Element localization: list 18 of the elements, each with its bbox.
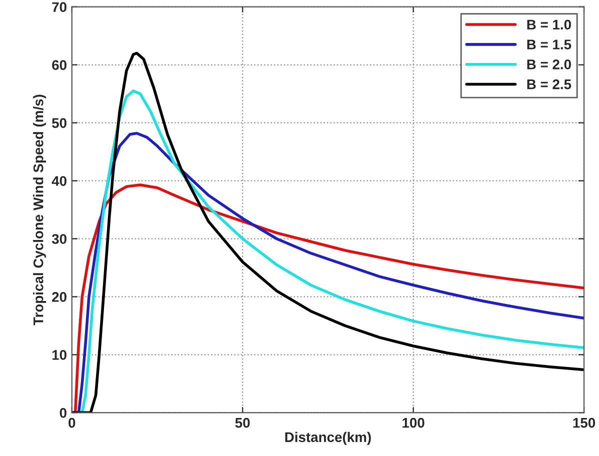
y-tick-label: 40 bbox=[52, 176, 66, 186]
y-tick-label: 60 bbox=[52, 60, 66, 70]
y-tick-label: 50 bbox=[52, 118, 66, 128]
y-tick-label: 30 bbox=[52, 234, 66, 244]
x-tick-label: 100 bbox=[402, 418, 424, 428]
y-axis-title: Tropical Cyclone Wind Speed (m/s) bbox=[33, 94, 46, 326]
x-tick-label: 150 bbox=[573, 418, 596, 428]
x-axis-title: Distance(km) bbox=[285, 432, 371, 445]
legend-label: B = 2.0 bbox=[527, 59, 571, 70]
y-tick-label: 20 bbox=[52, 292, 66, 302]
legend-label: B = 1.5 bbox=[527, 40, 572, 50]
y-tick-label: 10 bbox=[52, 350, 66, 360]
x-tick-label: 50 bbox=[235, 418, 250, 428]
legend-label: B = 2.5 bbox=[527, 79, 572, 90]
y-tick-label: 0 bbox=[60, 408, 66, 418]
legend-label: B = 1.0 bbox=[527, 20, 571, 30]
y-tick-label: 70 bbox=[52, 2, 66, 12]
x-tick-label: 0 bbox=[68, 418, 76, 428]
